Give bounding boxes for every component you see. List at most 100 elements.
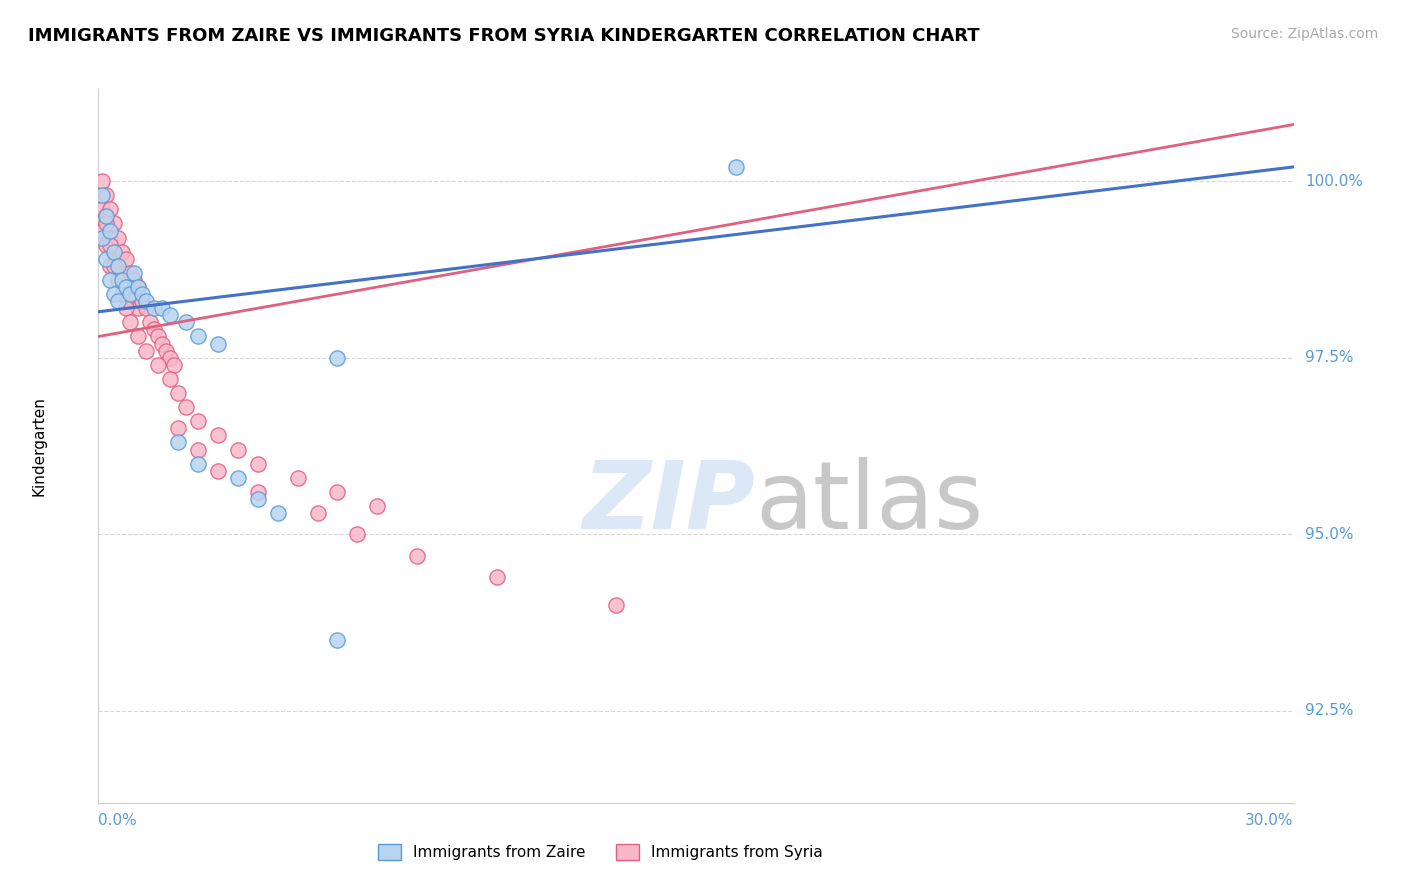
Point — [307, 506, 329, 520]
Point — [96, 210, 118, 224]
Point — [246, 457, 269, 471]
Point — [150, 336, 173, 351]
Text: ZIP: ZIP — [583, 457, 756, 549]
Point — [187, 442, 209, 457]
Text: 100.0%: 100.0% — [1305, 174, 1364, 188]
Point — [115, 252, 138, 266]
Point — [287, 471, 309, 485]
Point — [326, 351, 349, 365]
Point — [96, 188, 118, 202]
Text: 92.5%: 92.5% — [1305, 704, 1354, 718]
Point — [366, 499, 388, 513]
Point — [127, 280, 149, 294]
Point — [135, 301, 157, 316]
Point — [103, 216, 125, 230]
Point — [107, 273, 129, 287]
Point — [167, 435, 190, 450]
Point — [143, 301, 166, 316]
Point — [406, 549, 429, 563]
Point — [346, 527, 368, 541]
Point — [167, 386, 190, 401]
Point — [135, 343, 157, 358]
Point — [159, 372, 181, 386]
Point — [135, 294, 157, 309]
Point — [605, 598, 627, 612]
Point — [207, 464, 229, 478]
Text: IMMIGRANTS FROM ZAIRE VS IMMIGRANTS FROM SYRIA KINDERGARTEN CORRELATION CHART: IMMIGRANTS FROM ZAIRE VS IMMIGRANTS FROM… — [28, 27, 980, 45]
Point — [246, 491, 269, 506]
Point — [131, 294, 153, 309]
Point — [724, 160, 747, 174]
Point — [91, 188, 114, 202]
Text: 97.5%: 97.5% — [1305, 351, 1354, 365]
Point — [267, 506, 290, 520]
Point — [107, 259, 129, 273]
Point — [91, 223, 114, 237]
Point — [187, 414, 209, 428]
Point — [127, 329, 149, 343]
Point — [96, 216, 118, 230]
Point — [139, 315, 162, 329]
Point — [107, 230, 129, 244]
Text: 95.0%: 95.0% — [1305, 527, 1354, 541]
Point — [187, 329, 209, 343]
Point — [143, 322, 166, 336]
Point — [98, 230, 122, 244]
Point — [120, 287, 142, 301]
Text: atlas: atlas — [756, 457, 984, 549]
Point — [115, 280, 138, 294]
Point — [127, 301, 149, 316]
Point — [111, 273, 134, 287]
Legend: Immigrants from Zaire, Immigrants from Syria: Immigrants from Zaire, Immigrants from S… — [371, 838, 830, 866]
Point — [98, 223, 122, 237]
Point — [148, 358, 170, 372]
Point — [167, 421, 190, 435]
Point — [127, 280, 149, 294]
Point — [98, 237, 122, 252]
Point — [207, 336, 229, 351]
Text: Source: ZipAtlas.com: Source: ZipAtlas.com — [1230, 27, 1378, 41]
Point — [98, 259, 122, 273]
Point — [96, 252, 118, 266]
Point — [124, 294, 146, 309]
Point — [246, 484, 269, 499]
Point — [148, 329, 170, 343]
Point — [103, 244, 125, 259]
Point — [124, 266, 146, 280]
Point — [120, 266, 142, 280]
Point — [103, 259, 125, 273]
Point — [91, 174, 114, 188]
Point — [115, 301, 138, 316]
Text: Kindergarten: Kindergarten — [31, 396, 46, 496]
Point — [91, 230, 114, 244]
Point — [120, 287, 142, 301]
Point — [111, 244, 134, 259]
Point — [155, 343, 177, 358]
Point — [98, 202, 122, 217]
Point — [107, 294, 129, 309]
Point — [120, 315, 142, 329]
Point — [163, 358, 186, 372]
Point — [115, 280, 138, 294]
Point — [226, 471, 249, 485]
Point — [159, 351, 181, 365]
Point — [96, 210, 118, 224]
Point — [98, 273, 122, 287]
Point — [485, 570, 508, 584]
Point — [103, 244, 125, 259]
Point — [326, 633, 349, 648]
Point — [150, 301, 173, 316]
Point — [159, 308, 181, 322]
Point — [107, 259, 129, 273]
Point — [326, 484, 349, 499]
Point — [103, 287, 125, 301]
Point — [226, 442, 249, 457]
Point — [174, 315, 197, 329]
Point — [124, 273, 146, 287]
Point — [131, 287, 153, 301]
Point — [174, 400, 197, 414]
Point — [111, 273, 134, 287]
Point — [187, 457, 209, 471]
Point — [207, 428, 229, 442]
Point — [111, 287, 134, 301]
